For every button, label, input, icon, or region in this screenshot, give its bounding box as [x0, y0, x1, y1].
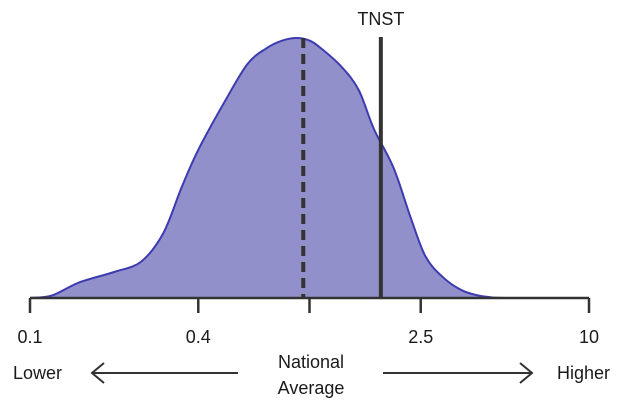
x-tick-label: 0.1 [17, 327, 42, 347]
right-arrow-icon [519, 362, 534, 384]
national-average-label-line1: National [278, 352, 344, 372]
higher-label: Higher [557, 363, 610, 383]
x-tick-label: 10 [579, 327, 599, 347]
tnst-label: TNST [357, 9, 404, 29]
left-arrow-icon [90, 362, 105, 384]
x-tick-label: 0.4 [186, 327, 211, 347]
lower-label: Lower [13, 363, 62, 383]
x-axis: 0.1 0.4 2.5 10 [17, 296, 599, 347]
density-area [29, 36, 505, 299]
national-average-label-line2: Average [278, 378, 345, 398]
x-tick-label: 2.5 [408, 327, 433, 347]
